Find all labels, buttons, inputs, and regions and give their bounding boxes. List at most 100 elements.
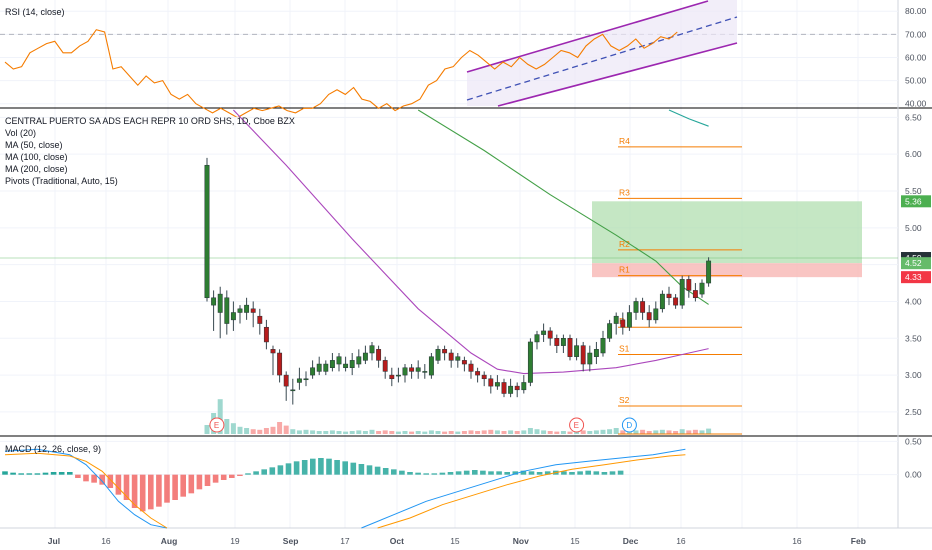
candle-body — [501, 382, 507, 394]
macd-histogram-bar — [285, 463, 292, 475]
candle-body — [659, 293, 665, 310]
volume-bar — [541, 430, 547, 434]
target-zone — [592, 201, 862, 264]
volume-bar — [442, 431, 448, 434]
entry-price-label: 4.52 — [905, 258, 922, 268]
macd-histogram-bar — [439, 472, 446, 475]
price-tick-label: 5.50 — [905, 186, 922, 196]
candle-body — [600, 338, 606, 354]
macd-tick-label: 0.50 — [905, 436, 922, 446]
macd-histogram-bar — [164, 474, 170, 503]
rsi-tick-label: 70.00 — [905, 29, 927, 39]
x-tick-label: 15 — [570, 536, 580, 546]
candle-body — [283, 374, 289, 387]
volume-bar — [587, 431, 593, 434]
volume-bar — [290, 429, 296, 434]
macd-histogram-bar — [212, 474, 219, 483]
candle-body — [224, 297, 230, 324]
volume-bar — [204, 425, 210, 434]
volume-bar — [461, 431, 467, 434]
candle-body — [593, 349, 599, 357]
volume-bar — [679, 429, 685, 434]
volume-bar — [217, 399, 223, 434]
volume-bar — [534, 429, 540, 434]
volume-bar — [402, 431, 408, 434]
candle-body — [455, 356, 461, 361]
volume-bar — [455, 431, 461, 434]
macd-histogram-bar — [83, 474, 89, 482]
main-legend: CENTRAL PUERTO SA ADS EACH REPR 10 ORD S… — [5, 115, 295, 187]
candle-body — [706, 260, 712, 284]
macd-histogram-bar — [301, 460, 308, 475]
candle-body — [349, 360, 355, 368]
target-price-label: 5.36 — [905, 196, 922, 206]
macd-histogram-bar — [91, 474, 97, 483]
candle-body — [244, 304, 250, 313]
volume-bar — [244, 428, 250, 434]
candle-body — [567, 338, 573, 357]
volume-bar — [620, 430, 626, 434]
macd-histogram-bar — [366, 465, 373, 475]
pivot-label: R3 — [619, 187, 630, 197]
macd-histogram-bar — [131, 474, 138, 508]
candle-body — [580, 345, 586, 365]
volume-bar — [250, 429, 256, 434]
pivot-label: S1 — [619, 343, 630, 353]
vol-legend: Vol (20) — [5, 128, 37, 138]
candle-body — [481, 374, 487, 380]
price-tick-label: 3.50 — [905, 333, 922, 343]
macd-title: MACD (12, 26, close, 9) — [5, 444, 102, 454]
candle-body — [527, 341, 533, 383]
candle-body — [534, 334, 540, 343]
candle-body — [422, 371, 428, 373]
macd-histogram-bar — [237, 474, 243, 476]
macd-histogram-bar — [269, 467, 276, 475]
moving-average-line — [668, 109, 709, 127]
macd-histogram-bar — [50, 472, 57, 475]
volume-bar — [633, 430, 639, 434]
candle-body — [547, 330, 553, 339]
moving-average-line — [233, 109, 709, 375]
candle-body — [376, 349, 382, 361]
macd-histogram-bar — [593, 471, 600, 475]
macd-histogram-bar — [399, 470, 405, 475]
volume-bar — [376, 431, 382, 434]
rsi-channel-mid — [466, 16, 738, 101]
candle-body — [316, 363, 322, 372]
rsi-tick-label: 80.00 — [905, 6, 927, 16]
candle-body — [356, 356, 362, 365]
rsi-line — [4, 29, 678, 119]
candle-body — [362, 352, 368, 361]
macd-histogram-bar — [528, 471, 535, 475]
candle-body — [679, 279, 685, 306]
event-marker-label: E — [214, 421, 219, 430]
volume-bar — [422, 431, 428, 434]
macd-histogram-bar — [2, 471, 8, 475]
volume-bar — [257, 429, 263, 434]
macd-tick-label: 0.00 — [905, 470, 922, 480]
macd-histogram-bar — [204, 474, 211, 486]
macd-histogram-bar — [382, 468, 389, 475]
macd-line-late — [361, 448, 686, 529]
candle-body — [296, 378, 302, 383]
rsi-title: RSI (14, close) — [5, 7, 65, 17]
candle-body — [494, 382, 500, 387]
volume-bar — [501, 431, 507, 434]
rsi-channel-upper — [466, 0, 709, 73]
pivot-label: R1 — [619, 265, 630, 275]
macd-histogram-bar — [245, 473, 251, 475]
candle-body — [475, 371, 481, 376]
macd-histogram-bar — [488, 471, 494, 475]
volume-bar — [653, 430, 659, 434]
volume-bar — [237, 426, 243, 434]
event-marker — [209, 417, 225, 433]
macd-histogram-bar — [293, 461, 300, 475]
macd-histogram-bar — [455, 471, 462, 475]
candle-body — [369, 345, 375, 354]
macd-histogram-bar — [617, 470, 624, 475]
x-tick-label: 17 — [340, 536, 350, 546]
event-marker-label: D — [626, 421, 632, 430]
volume-bar — [547, 431, 553, 434]
candle-body — [204, 164, 210, 299]
